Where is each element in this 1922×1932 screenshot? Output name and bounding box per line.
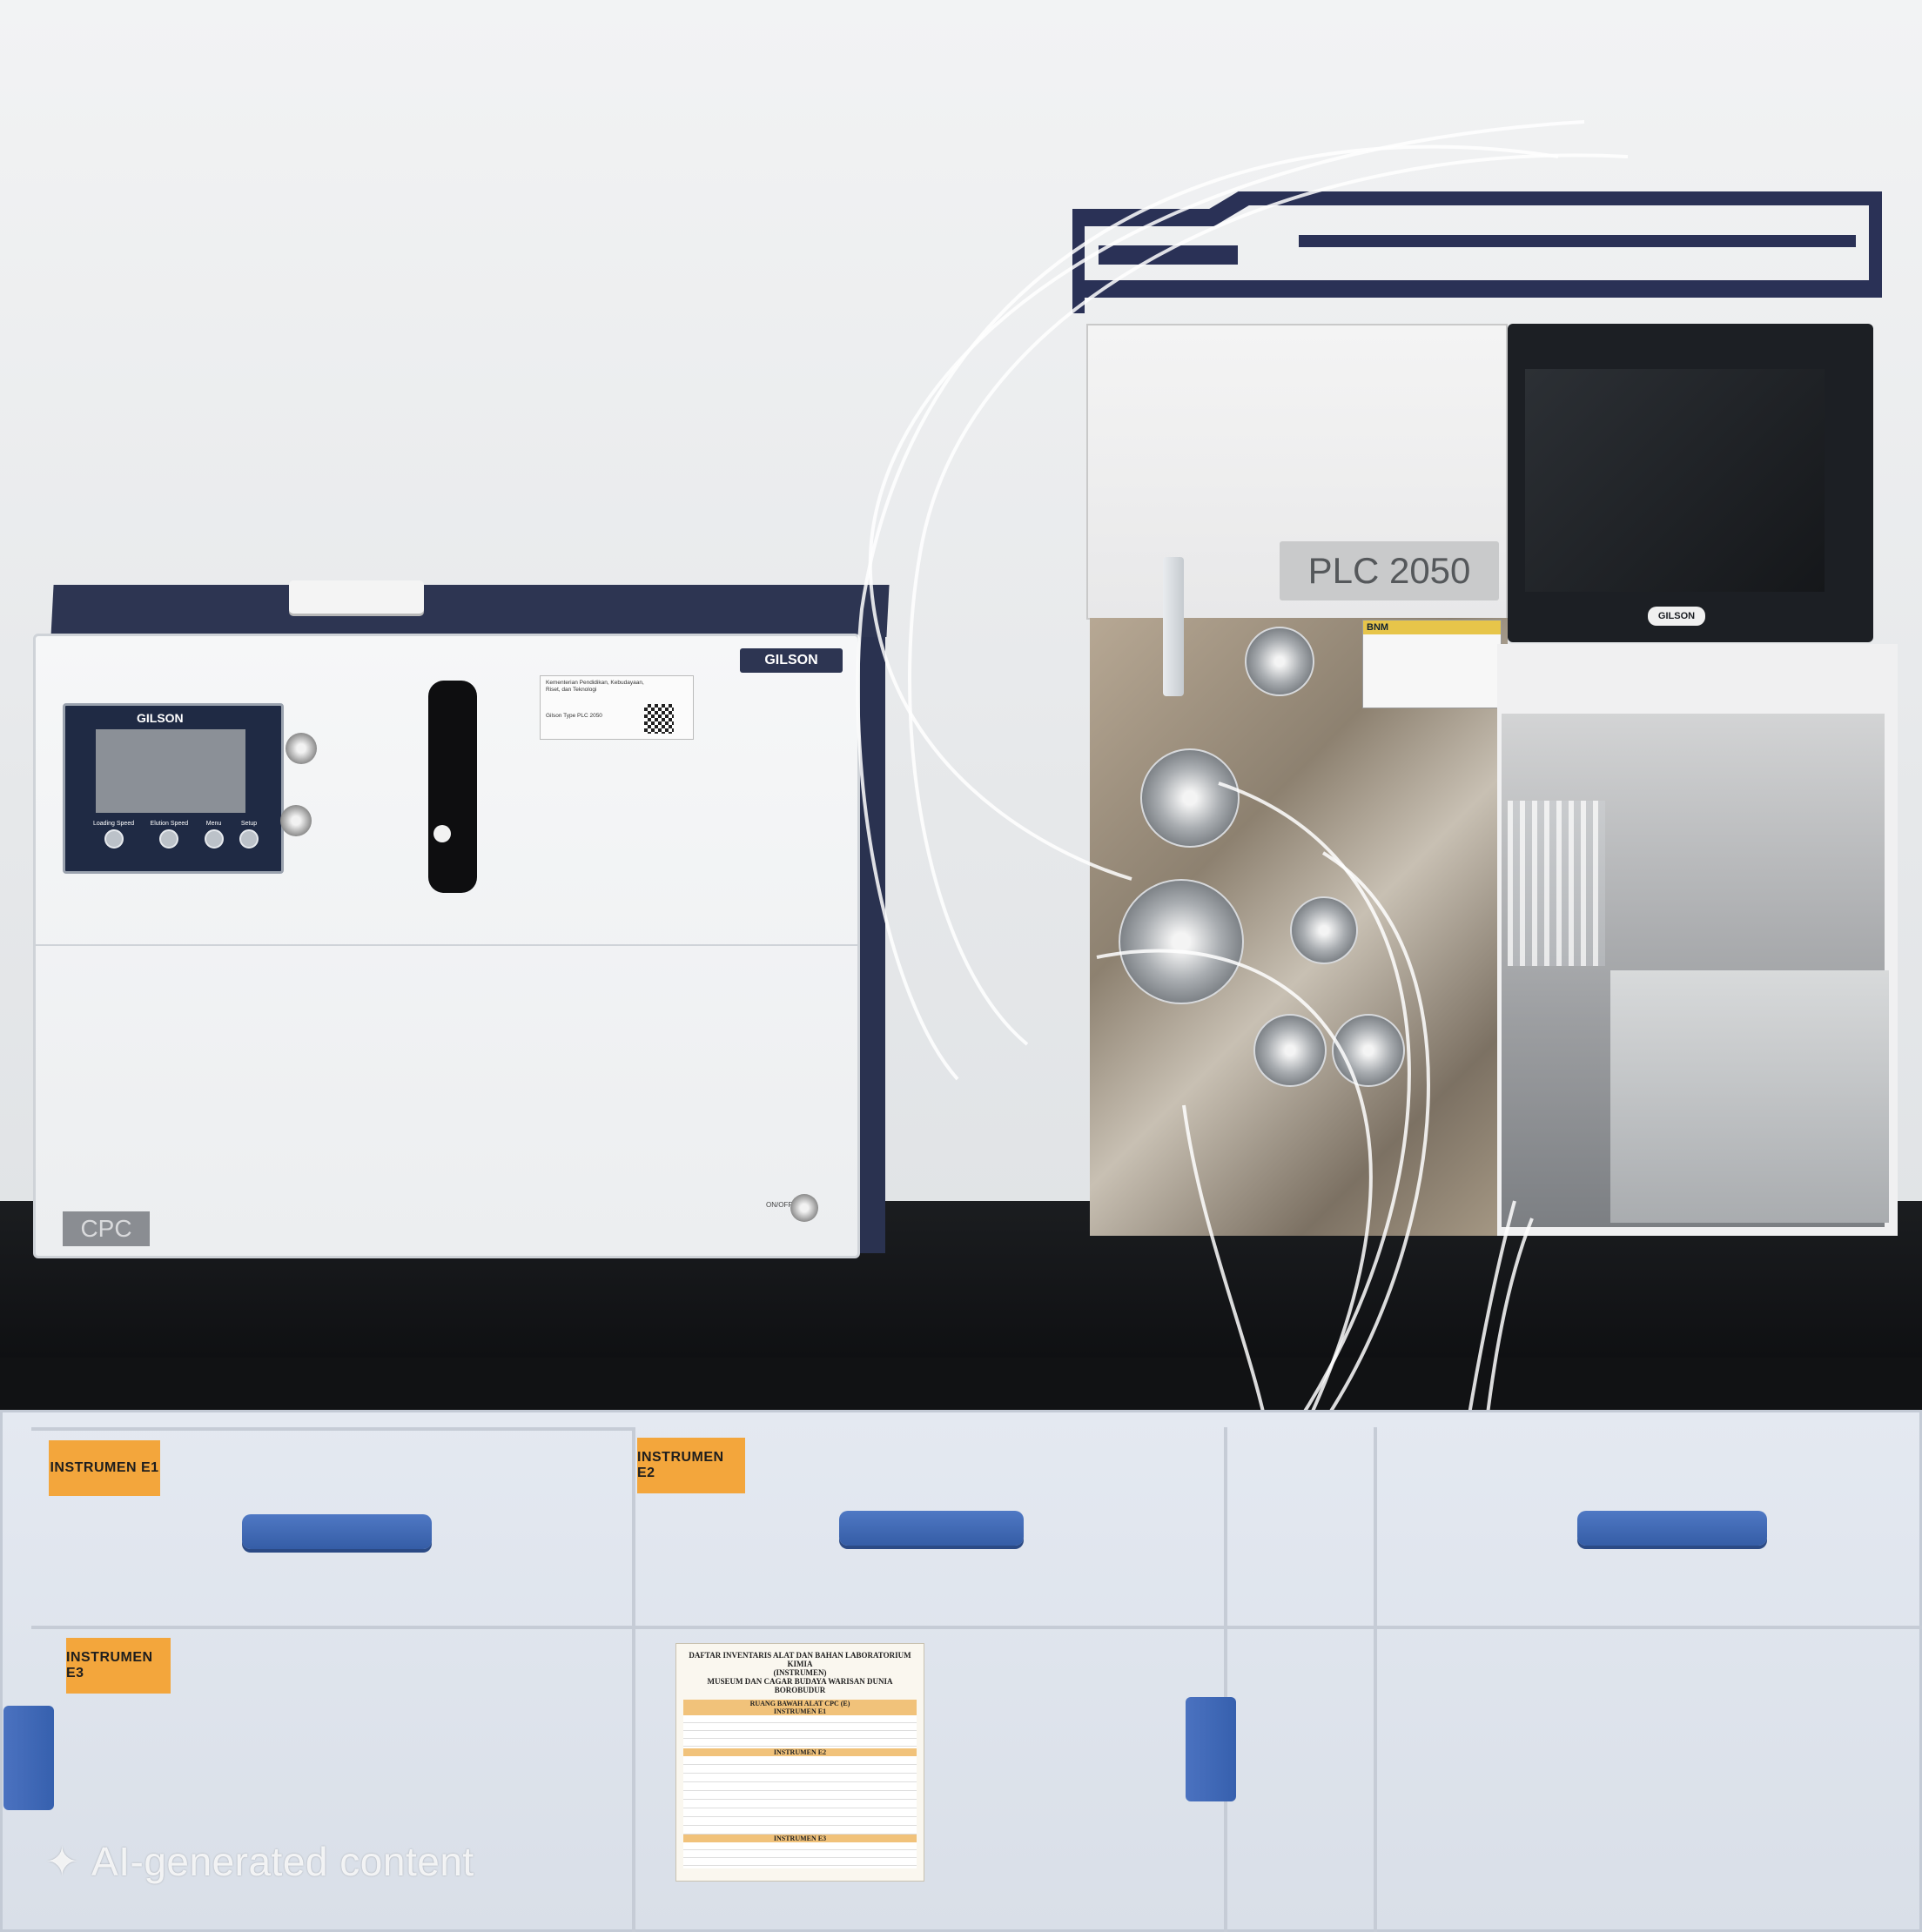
drawer-tag-e1: INSTRUMEN E1 (49, 1440, 160, 1496)
power-switch[interactable] (790, 1194, 818, 1222)
cabinet-divider-1 (632, 1427, 635, 1932)
pump-head-large (1119, 879, 1244, 1004)
collection-tubes (1508, 801, 1605, 966)
lab-cabinet (0, 1410, 1922, 1932)
qr-code (644, 704, 674, 734)
tube-2 (908, 153, 1629, 1046)
cpc-button-label-elution: Elution Speed (150, 821, 189, 827)
inventory-sheet: DAFTAR INVENTARIS ALAT DAN BAHAN LABORAT… (675, 1643, 924, 1882)
selection-valve[interactable] (1245, 627, 1314, 696)
asset-label-line-3: Gilson Type PLC 2050 (546, 712, 602, 719)
drawer-handle-e2[interactable] (839, 1511, 1024, 1546)
setup-button[interactable] (239, 829, 259, 849)
cpc-brand-badge: GILSON (740, 648, 843, 673)
cpc-model-badge: CPC (63, 1211, 150, 1246)
pump-head-left (1253, 1014, 1327, 1087)
sparkle-icon: ✦ (45, 1839, 80, 1884)
cpc-button-label-setup: Setup (240, 821, 258, 827)
cpc-knob-upper[interactable] (286, 733, 317, 764)
drawer-handle-right[interactable] (1577, 1511, 1767, 1546)
inventory-room: RUANG BAWAH ALAT CPC (E) (683, 1700, 917, 1707)
watermark-text: AI-generated content (91, 1839, 474, 1884)
cpc-viewing-slot (428, 681, 477, 893)
pump-head-right (1332, 1014, 1405, 1087)
monitor-brand: GILSON (1648, 607, 1705, 626)
cpc-knob-lower[interactable] (280, 805, 312, 836)
mixer-valve (1290, 896, 1358, 964)
tube-4 (1218, 782, 1411, 1451)
cpc-panel-divider (35, 944, 858, 946)
drawer-handle-e1[interactable] (242, 1514, 432, 1549)
cpc-display-brand: GILSON (137, 711, 184, 725)
drawer-divider (31, 1626, 1922, 1629)
drawer-tag-e3: INSTRUMEN E3 (66, 1638, 171, 1694)
syringe (1163, 557, 1184, 696)
inventory-section-e3: INSTRUMEN E3 (683, 1835, 917, 1842)
remote-sensor (289, 580, 424, 614)
cpc-button-label-menu: Menu (205, 821, 222, 827)
tube-6 (1278, 851, 1430, 1481)
cpc-button-label-loading: Loading Speed (93, 821, 135, 827)
cabinet-divider-2 (1224, 1427, 1227, 1932)
info-sticker: BNM (1362, 620, 1502, 708)
drawer-tag-e2: INSTRUMEN E2 (637, 1438, 745, 1493)
asset-label-line-2: Riset, dan Teknologi (546, 686, 597, 693)
cpc-side-panel (857, 600, 885, 1253)
cabinet-hinge-left (3, 1706, 54, 1810)
solvent-rack (1072, 191, 1882, 313)
inventory-section-e2: INSTRUMEN E2 (683, 1748, 917, 1756)
menu-button[interactable] (204, 829, 224, 849)
inventory-section-e1: INSTRUMEN E1 (683, 1707, 917, 1715)
lab-bench-edge (0, 1358, 1922, 1410)
collector-tray (1610, 970, 1889, 1223)
plc-model-badge: PLC 2050 (1280, 541, 1499, 600)
cpc-lcd-screen (96, 729, 245, 813)
tube-7 (1182, 1104, 1273, 1450)
asset-label-line-1: Kementerian Pendidikan, Kebudayaan, (546, 680, 644, 686)
inventory-org: MUSEUM DAN CAGAR BUDAYA WARISAN DUNIA BO… (707, 1677, 893, 1694)
ai-watermark: ✦ AI-generated content (45, 1838, 474, 1885)
elution-speed-button[interactable] (159, 829, 179, 849)
inventory-subtitle: (INSTRUMEN) (773, 1668, 827, 1677)
tube-1 (856, 144, 1559, 1081)
plc-touchscreen[interactable] (1525, 369, 1825, 592)
asset-label-sticker: Kementerian Pendidikan, Kebudayaan, Rise… (540, 675, 694, 740)
inventory-title: DAFTAR INVENTARIS ALAT DAN BAHAN LABORAT… (689, 1651, 911, 1668)
drawer-edge (31, 1427, 632, 1431)
tube-3 (868, 120, 1585, 881)
tube-5 (1096, 949, 1373, 1463)
power-switch-label: ON/OFF (766, 1201, 793, 1209)
cabinet-divider-3 (1374, 1427, 1377, 1932)
cabinet-hinge-middle (1186, 1697, 1236, 1801)
injection-valve[interactable] (1140, 748, 1240, 848)
info-sticker-title: BNM (1363, 621, 1501, 634)
loading-speed-button[interactable] (104, 829, 124, 849)
